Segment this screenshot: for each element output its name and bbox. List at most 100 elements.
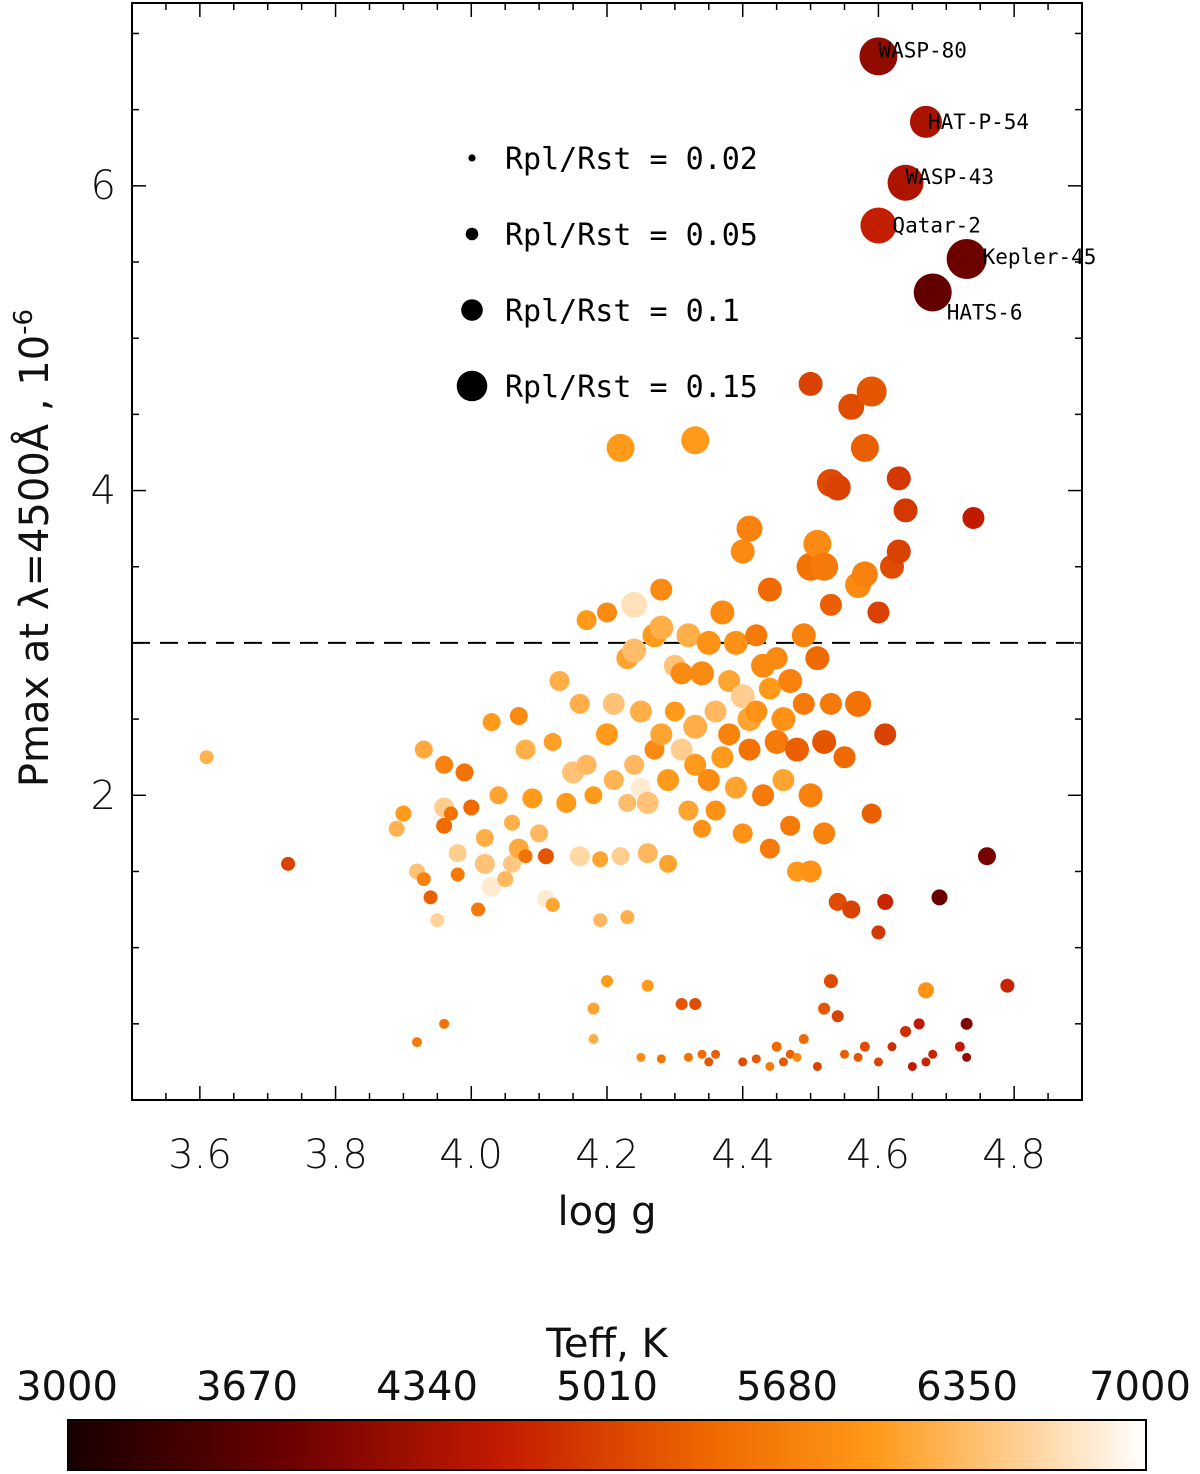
data-point [576, 610, 597, 631]
x-tick-label: 4.8 [982, 1132, 1046, 1178]
labeled-point [913, 273, 952, 312]
data-point [886, 539, 911, 564]
data-point [765, 647, 788, 670]
data-point [690, 661, 714, 686]
data-point [954, 1041, 965, 1052]
data-point [928, 1049, 938, 1059]
data-point [799, 860, 822, 883]
data-point [851, 561, 878, 588]
data-point [962, 1052, 972, 1062]
data-point [828, 892, 847, 911]
data-point [593, 913, 608, 928]
data-point [650, 578, 673, 601]
data-point [603, 770, 624, 791]
colorbar-tick-label: 3670 [196, 1364, 298, 1410]
data-point [724, 776, 747, 799]
data-point [439, 1018, 450, 1029]
data-point [824, 474, 851, 501]
data-point [921, 1057, 931, 1067]
data-point [656, 1054, 666, 1064]
data-point [683, 714, 708, 739]
data-point [412, 1037, 422, 1048]
data-point [813, 822, 836, 845]
data-point [960, 1017, 973, 1030]
data-point [675, 998, 688, 1011]
data-point [718, 670, 741, 693]
data-point [893, 498, 918, 523]
data-point [798, 783, 823, 808]
data-point [636, 1052, 646, 1062]
labeled-point [859, 37, 898, 76]
data-point [588, 1034, 599, 1045]
data-point [751, 1054, 761, 1064]
data-point [874, 723, 897, 746]
data-point [871, 925, 886, 940]
data-point [718, 723, 741, 746]
colorbar [67, 1419, 1147, 1471]
data-point [624, 754, 645, 775]
data-point [622, 638, 647, 663]
data-point [771, 1041, 782, 1052]
data-point [785, 1049, 795, 1059]
colorbar-tick-label: 4340 [376, 1364, 478, 1410]
data-point [649, 615, 674, 640]
data-point [845, 690, 872, 717]
data-point [435, 755, 454, 774]
data-point [670, 662, 693, 685]
colorbar-tick-label: 5010 [556, 1364, 658, 1410]
x-tick-label: 4.6 [846, 1132, 910, 1178]
data-point [602, 692, 625, 715]
data-point [463, 799, 480, 816]
data-point [732, 823, 753, 844]
data-point [778, 669, 803, 694]
data-point [917, 982, 934, 999]
y-tick-label: 6 [91, 163, 116, 209]
data-point [597, 602, 617, 623]
data-point [900, 1025, 912, 1037]
data-point [569, 846, 590, 867]
data-point [877, 893, 894, 910]
data-point [791, 623, 816, 648]
data-point [931, 889, 948, 906]
legend-label: Rpl/Rst = 0.05 [505, 218, 758, 253]
data-point [798, 371, 823, 396]
data-point [620, 910, 635, 925]
data-point [693, 819, 711, 838]
data-point [819, 692, 842, 715]
data-point [752, 784, 775, 807]
x-tick-label: 3.6 [168, 1132, 232, 1178]
data-point [772, 769, 795, 792]
data-point [518, 849, 533, 864]
data-point [1000, 978, 1015, 993]
data-point [705, 800, 726, 821]
data-point [388, 820, 405, 837]
data-point [443, 806, 458, 821]
data-point [637, 843, 658, 864]
y-tick-label: 2 [91, 773, 116, 819]
point-annotation: WASP-80 [878, 38, 967, 62]
data-point [684, 753, 707, 776]
data-point [859, 1041, 870, 1052]
data-point [681, 426, 710, 455]
colorbar-tick-label: 7000 [1089, 1364, 1191, 1410]
data-point [395, 805, 412, 822]
data-point [503, 854, 521, 873]
data-point [474, 853, 495, 874]
x-tick-label: 4.4 [711, 1132, 775, 1178]
data-point [430, 913, 445, 928]
data-point [730, 539, 755, 564]
data-point [738, 738, 761, 761]
labeled-point [860, 207, 897, 244]
data-point [759, 838, 780, 859]
data-point [659, 854, 678, 873]
labeled-point [887, 164, 924, 201]
data-point [907, 1061, 917, 1071]
data-point [530, 824, 549, 843]
data-point [650, 723, 673, 746]
labeled-point [946, 238, 987, 279]
x-tick-label: 4.0 [439, 1132, 503, 1178]
data-point [840, 1049, 849, 1059]
data-point [823, 974, 838, 989]
colorbar-tick-label: 3000 [16, 1364, 118, 1410]
data-point [850, 433, 879, 462]
